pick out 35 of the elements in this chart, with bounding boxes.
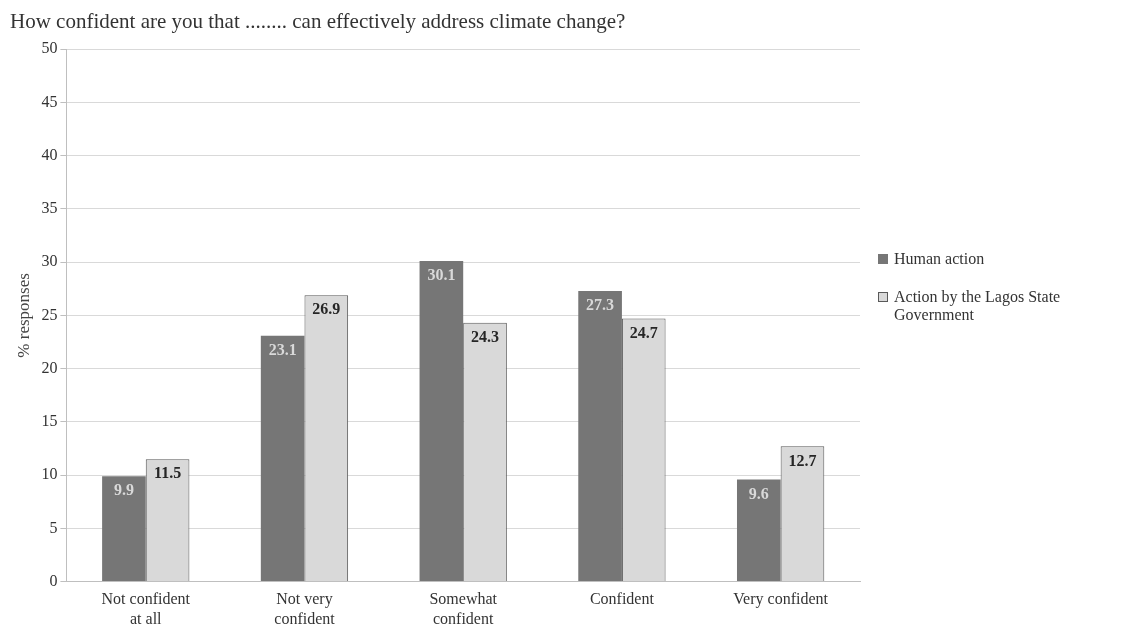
data-label: 30.1 [427,266,456,284]
legend-label: Action by the Lagos State Government [894,288,1062,324]
y-tick-label: 5 [49,518,58,536]
x-tick-label: Very confident [733,590,829,609]
data-label: 9.9 [113,481,134,499]
x-tick-label: Not very confident [274,590,336,627]
y-tick-label: 30 [41,252,58,270]
bar [260,335,305,582]
chart-title: How confident are you that ........ can effectively address climate change? [10,9,626,34]
data-label: 27.3 [586,296,615,314]
x-tick-label: Not confident at all [101,590,191,627]
y-tick-label: 45 [41,92,58,110]
y-tick-label: 20 [41,358,58,376]
data-label: 24.7 [629,323,658,341]
y-tick-label: 40 [41,145,58,163]
y-tick-label: 25 [41,305,58,323]
data-label: 11.5 [154,464,182,482]
y-tick-label: 15 [41,412,58,430]
data-label: 23.1 [268,340,297,358]
y-axis-title: % responses [13,273,33,358]
y-tick-label: 0 [49,571,58,589]
y-tick-label: 50 [41,39,58,57]
data-label: 24.3 [471,327,500,345]
bar [102,476,146,582]
legend-label: Human action [894,250,985,268]
y-tick-label: 35 [41,199,58,217]
bar [419,261,464,582]
data-label: 26.9 [312,300,341,318]
bar [736,479,781,582]
bar [578,290,622,582]
data-label: 9.6 [748,484,769,502]
data-label: 12.7 [788,451,817,469]
x-tick-label: Somewhat confident [429,590,498,627]
x-tick-label: Confident [589,590,655,608]
y-tick-label: 10 [41,465,58,483]
